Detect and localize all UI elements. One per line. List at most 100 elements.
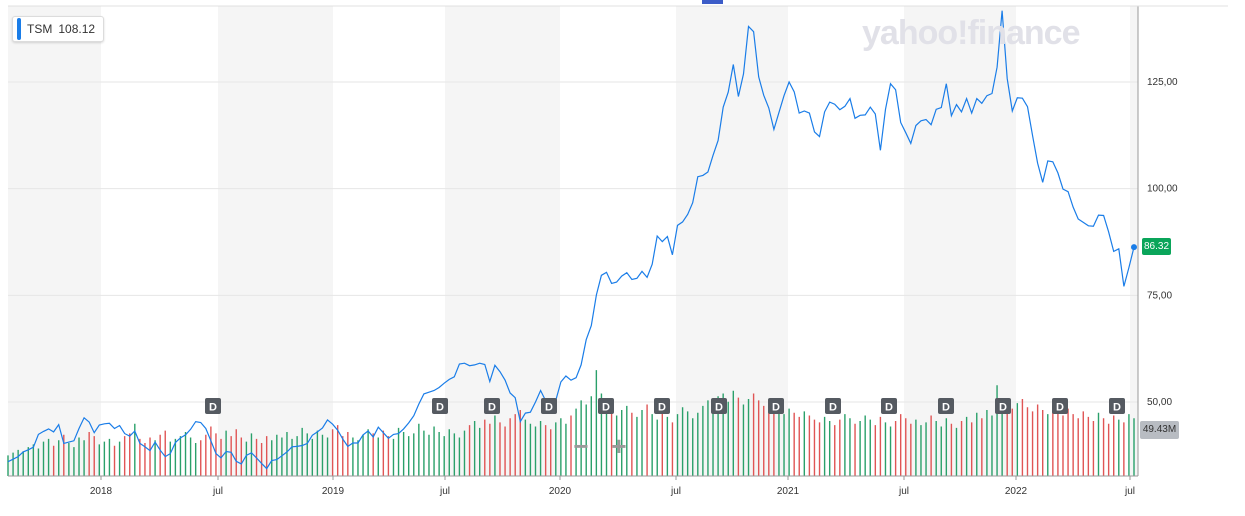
volume-bar: [362, 434, 364, 476]
price-line: [7, 10, 1137, 470]
volume-bar: [52, 445, 55, 476]
volume-bar: [910, 423, 912, 476]
volume-bar: [73, 447, 75, 476]
dividend-marker[interactable]: D: [654, 398, 670, 414]
volume-bar: [22, 451, 24, 476]
volume-bar: [575, 408, 577, 476]
volume-bar: [438, 432, 440, 476]
volume-bar: [387, 436, 390, 476]
volume-bar: [930, 415, 932, 476]
volume-bar: [631, 412, 633, 476]
volume-bar: [970, 422, 973, 476]
dividend-marker[interactable]: D: [484, 398, 500, 414]
volume-bar: [560, 418, 562, 476]
volume-bar: [286, 432, 288, 476]
volume-bar: [986, 410, 988, 476]
volume-bar: [326, 437, 329, 476]
volume-bar: [1077, 418, 1079, 476]
volume-bar: [955, 427, 958, 476]
dividend-marker[interactable]: D: [938, 398, 954, 414]
volume-bar: [788, 408, 790, 476]
volume-bar: [854, 423, 856, 476]
volume-bar: [1128, 414, 1130, 476]
range-selector-marker[interactable]: [702, 0, 723, 4]
volume-bar: [686, 411, 689, 476]
volume-bar: [83, 440, 85, 476]
volume-bar: [301, 427, 303, 476]
volume-bar: [570, 415, 572, 476]
volume-bar: [742, 404, 745, 476]
volume-bar: [889, 426, 892, 476]
dividend-marker[interactable]: D: [825, 398, 841, 414]
volume-bar: [139, 438, 141, 476]
volume-bar: [823, 416, 826, 476]
dividend-marker-letter: D: [715, 402, 723, 414]
x-tick-label: 2019: [322, 486, 345, 497]
volume-bar: [539, 421, 542, 476]
dividend-marker-box: [995, 398, 1011, 414]
volume-bar: [661, 411, 663, 476]
symbol-legend[interactable]: TSM 108.12: [12, 16, 105, 42]
volume-bar: [692, 418, 694, 476]
y-tick-label: 125,00: [1147, 77, 1178, 88]
volume-bar: [306, 433, 308, 476]
volume-bar: [1118, 419, 1120, 476]
dividend-marker[interactable]: D: [541, 398, 557, 414]
volume-bar: [93, 436, 95, 476]
zoom-in-button[interactable]: +: [611, 431, 627, 461]
dividend-marker-letter: D: [658, 402, 666, 414]
dividend-marker[interactable]: D: [432, 398, 448, 414]
volume-bar: [1133, 418, 1135, 476]
dividend-marker-letter: D: [602, 402, 610, 414]
dividend-marker[interactable]: D: [768, 398, 784, 414]
volume-bar: [676, 414, 679, 476]
volume-bar: [722, 393, 724, 476]
volume-bar: [803, 411, 806, 476]
volume-bar: [641, 410, 643, 476]
volume-bar: [12, 452, 14, 476]
volume-bar: [499, 422, 501, 476]
volume-bar: [793, 412, 795, 476]
volume-bar: [712, 403, 714, 476]
volume-bar: [519, 410, 521, 476]
volume-bar: [489, 423, 491, 476]
dividend-marker[interactable]: D: [1052, 398, 1068, 414]
volume-bar: [189, 437, 192, 476]
volume-bar: [509, 418, 511, 476]
volume-bar: [159, 434, 161, 476]
volume-bar: [37, 448, 40, 476]
shaded-period-band: [8, 6, 101, 476]
dividend-marker[interactable]: D: [598, 398, 614, 414]
price-series-line: [7, 10, 1135, 470]
volume-bar: [423, 430, 425, 476]
dividend-marker[interactable]: D: [711, 398, 727, 414]
volume-bar: [621, 410, 623, 476]
y-tick-label: 75,00: [1147, 290, 1172, 301]
x-tick-label: jul: [670, 486, 681, 497]
volume-bar: [1016, 403, 1019, 476]
series-color-swatch: [17, 18, 21, 40]
volume-bar: [225, 430, 227, 476]
dividend-marker-box: [711, 398, 727, 414]
volume-bar: [915, 419, 917, 476]
volume-bar: [164, 430, 166, 476]
volume-bar: [544, 425, 547, 476]
zoom-out-button[interactable]: −: [573, 431, 589, 461]
volume-bar: [590, 396, 592, 476]
volume-bar: [336, 425, 339, 476]
volume-bar: [468, 425, 471, 476]
volume-bar: [215, 433, 217, 476]
dividend-marker-box: [768, 398, 784, 414]
volume-bar: [1047, 414, 1049, 476]
dividend-marker-letter: D: [545, 402, 553, 414]
volume-bar: [965, 416, 968, 476]
dividend-marker-letter: D: [885, 402, 893, 414]
dividend-marker[interactable]: D: [1109, 398, 1125, 414]
volume-bar: [981, 418, 983, 476]
volume-bar: [1067, 408, 1069, 476]
dividend-marker[interactable]: D: [881, 398, 897, 414]
dividend-marker[interactable]: D: [205, 398, 221, 414]
dividend-marker[interactable]: D: [995, 398, 1011, 414]
volume-bar: [752, 393, 755, 476]
